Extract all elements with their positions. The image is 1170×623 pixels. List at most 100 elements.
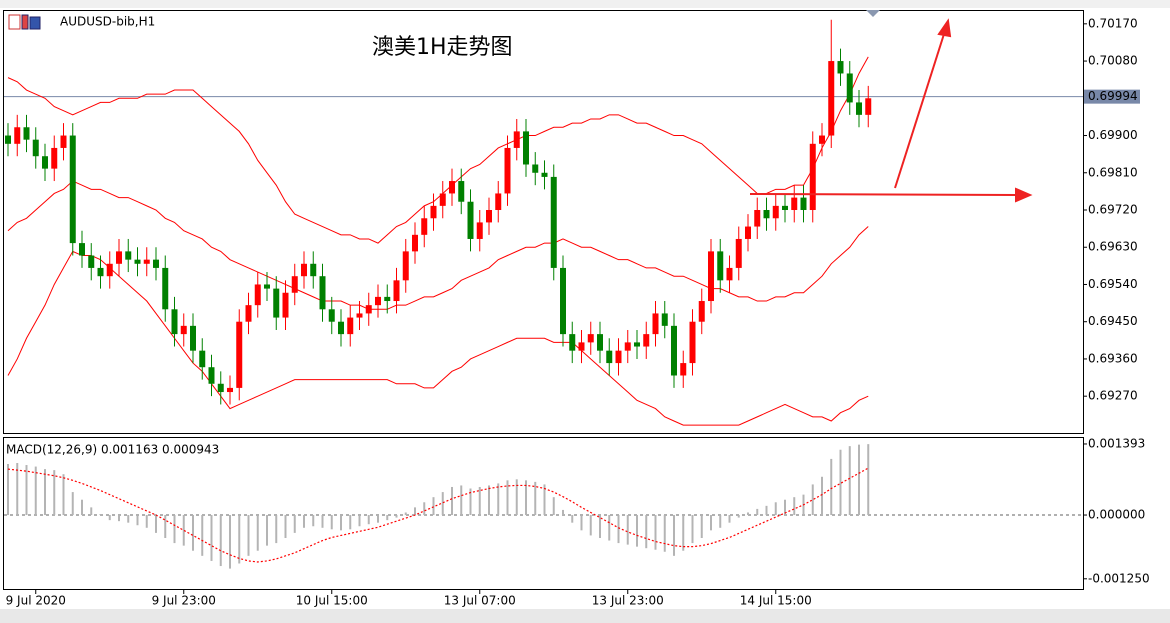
candle-body bbox=[541, 172, 548, 177]
arrow bbox=[749, 193, 1021, 196]
arrow-head bbox=[1015, 187, 1033, 203]
candle-body bbox=[162, 267, 169, 310]
x-tick-label: 13 Jul 23:00 bbox=[592, 594, 664, 608]
candle-body bbox=[356, 313, 363, 318]
candle-body bbox=[846, 73, 853, 103]
y-tick-label: 0.69900 bbox=[1088, 128, 1138, 142]
candle-body bbox=[643, 334, 650, 347]
candle-body bbox=[32, 139, 39, 157]
candle-body bbox=[273, 288, 280, 318]
candle-body bbox=[439, 193, 446, 206]
candle-body bbox=[171, 309, 178, 335]
candle-body bbox=[319, 276, 326, 310]
candle-body bbox=[550, 176, 557, 268]
arrow bbox=[894, 33, 945, 189]
y2-tick-label: -0.001250 bbox=[1088, 571, 1150, 585]
candle-body bbox=[597, 334, 603, 351]
candle-body bbox=[634, 342, 640, 347]
candle-body bbox=[560, 267, 566, 335]
candle-body bbox=[116, 251, 122, 264]
candle-body bbox=[365, 305, 372, 314]
candle-body bbox=[754, 210, 761, 227]
candle-body bbox=[587, 334, 594, 343]
candle-body bbox=[14, 127, 21, 144]
candle-body bbox=[143, 259, 150, 264]
candle-body bbox=[88, 255, 95, 268]
annotation-arrows bbox=[749, 18, 1033, 203]
tab-strip bbox=[0, 609, 1170, 623]
x-tick-label: 9 Jul 2020 bbox=[6, 594, 66, 608]
candle-body bbox=[347, 317, 354, 335]
candle-body bbox=[79, 243, 85, 256]
candle-body bbox=[476, 222, 483, 239]
candle-body bbox=[708, 251, 714, 302]
candle-body bbox=[60, 135, 67, 148]
candle-body bbox=[430, 205, 437, 219]
y-tick-label: 0.69450 bbox=[1088, 314, 1138, 328]
shift-marker bbox=[866, 10, 880, 17]
candle-body bbox=[69, 135, 76, 244]
band-middle bbox=[7, 180, 869, 310]
candle-body bbox=[291, 276, 298, 293]
candle-body bbox=[301, 263, 307, 277]
candle-body bbox=[412, 234, 418, 252]
candle-body bbox=[495, 193, 502, 211]
candle-body bbox=[467, 201, 474, 239]
candle-body bbox=[865, 98, 872, 115]
candle-body bbox=[180, 325, 187, 335]
macd-panel bbox=[3, 437, 1084, 590]
candle-body bbox=[217, 383, 224, 393]
icon bbox=[29, 16, 41, 30]
candle-body bbox=[772, 205, 779, 219]
y-tick-label: 0.69630 bbox=[1088, 240, 1138, 254]
candle-body bbox=[615, 350, 622, 364]
candle-body bbox=[578, 342, 585, 351]
candle-body bbox=[23, 127, 30, 140]
candle-body bbox=[190, 325, 196, 351]
candle-body bbox=[42, 156, 48, 169]
current-price-label: 0.69994 bbox=[1088, 89, 1138, 103]
icon bbox=[21, 14, 29, 30]
candle-body bbox=[134, 259, 141, 264]
candle-body bbox=[513, 131, 520, 148]
candle-body bbox=[51, 147, 58, 169]
candle-body bbox=[310, 263, 317, 277]
current-price-box bbox=[1084, 89, 1140, 104]
candle-body bbox=[532, 164, 539, 173]
candle-body bbox=[680, 363, 687, 376]
candle-body bbox=[819, 135, 825, 144]
candle-body bbox=[809, 143, 816, 211]
candle-body bbox=[828, 61, 835, 136]
x-tick-label: 9 Jul 23:00 bbox=[152, 594, 216, 608]
symbol-label: AUDUSD-bib,H1 bbox=[60, 15, 155, 29]
y-tick-label: 0.69810 bbox=[1088, 165, 1138, 179]
candle-body bbox=[671, 325, 677, 376]
candle-body bbox=[384, 296, 391, 302]
candle-body bbox=[689, 321, 696, 364]
y2-tick-label: 0.001393 bbox=[1088, 436, 1145, 450]
band-lower bbox=[7, 250, 869, 426]
candle-body bbox=[227, 387, 233, 393]
plot: 0.70170 0.70080 0.69900 0.69810 0.69720 0.696… bbox=[4, 16, 1150, 608]
y-tick-label: 0.69360 bbox=[1088, 351, 1138, 365]
candle-body bbox=[782, 205, 788, 211]
y-tick-label: 0.69540 bbox=[1088, 277, 1138, 291]
candle-body bbox=[735, 238, 742, 268]
candle-body bbox=[449, 181, 455, 194]
candle-body bbox=[652, 313, 659, 335]
candle-body bbox=[199, 350, 206, 368]
x-tick-label: 13 Jul 07:00 bbox=[444, 594, 516, 608]
candle-body bbox=[624, 342, 631, 351]
band-upper bbox=[7, 56, 869, 244]
chart-title: 澳美1H走势图 bbox=[372, 35, 513, 60]
candle-body bbox=[791, 197, 798, 211]
candle-body bbox=[328, 309, 335, 322]
icon bbox=[8, 14, 21, 30]
candle-body bbox=[504, 147, 511, 194]
candle-body bbox=[282, 292, 289, 318]
y-tick-label: 0.70170 bbox=[1088, 16, 1138, 30]
arrow-head bbox=[937, 18, 952, 38]
candle-body bbox=[569, 334, 576, 351]
